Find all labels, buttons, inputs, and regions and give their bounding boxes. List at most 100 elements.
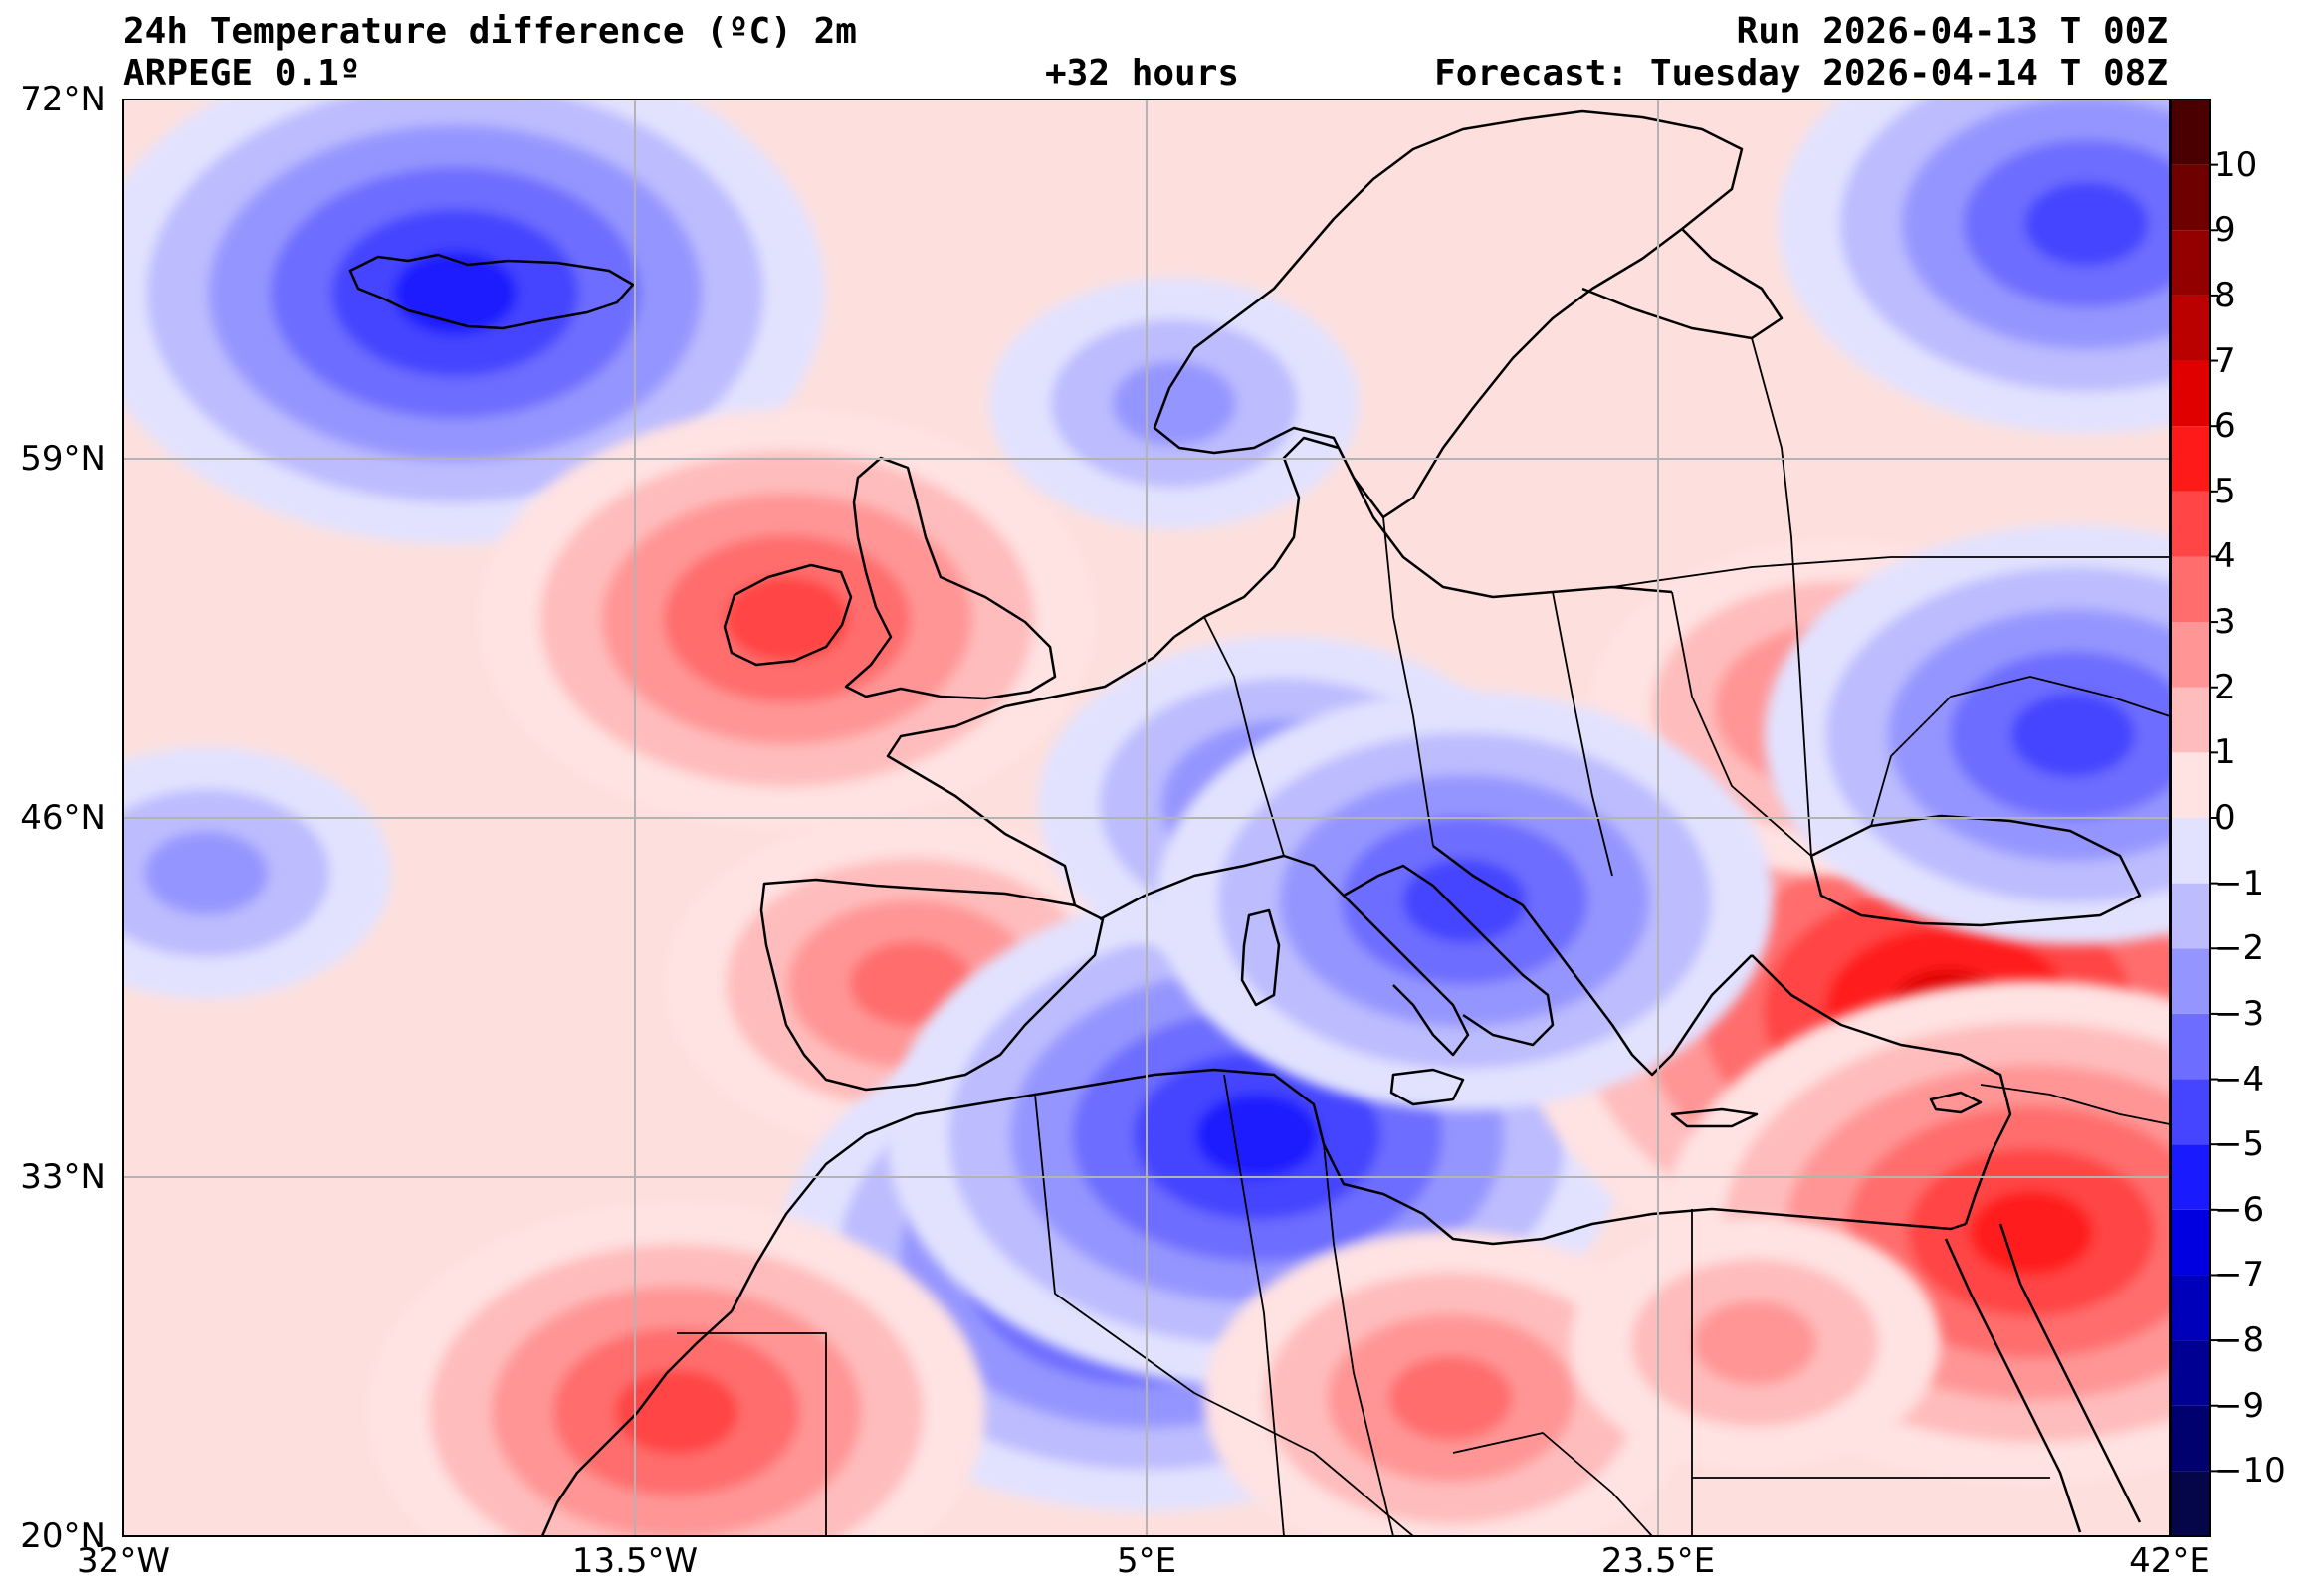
colorbar-swatch — [2171, 556, 2210, 623]
black-sea-coast — [1809, 814, 2142, 927]
anomaly-contour — [2010, 693, 2135, 777]
colorbar-tick-label: 4 — [2214, 536, 2236, 577]
colorbar-tick-label: 3 — [2214, 602, 2236, 643]
lon-tick-label: 23.5°E — [1600, 1541, 1716, 1581]
colorbar-swatch — [2171, 230, 2210, 296]
border-8 — [1323, 1143, 1394, 1536]
colorbar-tick-label: −1 — [2214, 863, 2265, 903]
colorbar-swatch — [2171, 622, 2210, 688]
colorbar-swatch — [2171, 687, 2210, 753]
anomaly-region — [1570, 1217, 1941, 1470]
colorbar-swatch — [2171, 1079, 2210, 1145]
lat-tick-label: 33°N — [20, 1157, 105, 1197]
border-5 — [1611, 556, 2170, 588]
red-sea-coast-east — [1998, 1223, 2142, 1523]
colorbar-swatch — [2171, 295, 2210, 361]
sicily-coast — [1389, 1068, 1465, 1106]
colorbar-swatch — [2171, 1340, 2210, 1406]
sardinia-coast — [1240, 908, 1281, 1007]
colorbar-swatch — [2171, 1275, 2210, 1341]
turkey-levant-coast — [1751, 954, 2012, 1225]
colorbar-swatch — [2171, 948, 2210, 1014]
anomaly-region — [478, 409, 1096, 829]
colorbar-tick-label: −3 — [2214, 993, 2265, 1034]
lat-tick-label: 72°N — [20, 80, 105, 119]
west-africa-coast — [540, 1310, 733, 1536]
lon-tick-label: 13.5°W — [571, 1541, 699, 1581]
colorbar-tick-label: 9 — [2214, 210, 2236, 251]
colorbar-tick-label: −9 — [2214, 1385, 2265, 1426]
anomaly-contour — [1402, 859, 1527, 943]
borders — [677, 337, 2170, 1536]
scandinavia-coast — [1153, 109, 1744, 519]
lat-tick-label: 46°N — [20, 798, 105, 838]
colorbar-tick-label: 5 — [2214, 471, 2236, 511]
anomaly-contour — [1970, 1190, 2094, 1275]
anomaly-region — [1778, 100, 2170, 434]
colorbar-swatch — [2171, 1405, 2210, 1472]
border-7 — [1223, 1074, 1285, 1536]
france-coast — [886, 636, 1175, 906]
colorbar-tick-label: −8 — [2214, 1320, 2265, 1361]
border-1 — [1203, 616, 1285, 857]
border-2 — [1382, 516, 1434, 847]
colorbar-tick-label: 10 — [2214, 144, 2258, 185]
colorbar-swatch — [2171, 752, 2210, 818]
border-3 — [1552, 591, 1613, 877]
map-plot-area — [123, 100, 2170, 1536]
lon-tick-label: 32°W — [77, 1541, 170, 1581]
anomaly-region — [123, 100, 826, 545]
north-africa-coast — [730, 1068, 1967, 1312]
anomaly-contour — [725, 576, 849, 662]
run-time: Run 2026-04-13 T 00Z — [1736, 11, 2168, 52]
border-4 — [1671, 591, 1812, 857]
anomaly-contour — [1388, 1355, 1513, 1441]
colorbar-swatch — [2171, 1209, 2210, 1276]
border-14 — [1870, 676, 2170, 827]
colorbar-swatch — [2171, 818, 2210, 884]
border-13 — [1452, 1432, 1653, 1536]
colorbar-swatch — [2171, 426, 2210, 492]
anomaly-contour — [614, 1369, 738, 1455]
colorbar-tick-label: −6 — [2214, 1189, 2265, 1230]
britain-coast — [844, 456, 1057, 700]
ireland-coast — [723, 563, 853, 667]
colorbar-swatch — [2171, 164, 2210, 231]
lon-tick-label: 5°E — [1116, 1541, 1177, 1581]
anomaly-contour — [144, 831, 269, 915]
chart-title: 24h Temperature difference (ºC) 2m — [123, 11, 857, 52]
anomaly-contour — [1112, 361, 1236, 446]
colorbar-swatch — [2171, 1471, 2210, 1536]
colorbar-frame — [2170, 99, 2211, 1537]
lon-tick-label: 42°E — [2129, 1541, 2210, 1581]
anomaly-region — [123, 747, 392, 999]
colorbar-swatch — [2171, 1013, 2210, 1080]
coastlines — [348, 109, 2170, 1536]
border-11 — [677, 1332, 827, 1536]
lat-tick-label: 59°N — [20, 439, 105, 479]
anomaly-region — [367, 1202, 985, 1536]
colorbar-tick-label: −10 — [2214, 1451, 2286, 1492]
colorbar-swatch — [2171, 360, 2210, 427]
border-15 — [1980, 1084, 2170, 1125]
model-name: ARPEGE 0.1º — [123, 53, 361, 94]
colorbar-swatches — [2171, 100, 2210, 1536]
colorbar-tick-label: 6 — [2214, 406, 2236, 447]
colorbar-tick-label: 1 — [2214, 732, 2236, 773]
anomaly-region — [988, 277, 1360, 529]
colorbar-swatch — [2171, 100, 2210, 165]
colorbar-swatch — [2171, 883, 2210, 949]
med-north-coast — [1099, 854, 1470, 1057]
anomaly-contour — [1693, 1300, 1817, 1385]
colorbar-tick-label: 7 — [2214, 340, 2236, 381]
colorbar-tick-label: 0 — [2214, 798, 2236, 838]
colorbar-tick-label: −4 — [2214, 1059, 2265, 1099]
colorbar-tick-label: 8 — [2214, 275, 2236, 315]
anomaly-contour — [2024, 181, 2149, 267]
lat-tick-label: 20°N — [20, 1516, 105, 1556]
italy-coast — [1343, 864, 1555, 1047]
balkans-coast — [1432, 845, 1753, 1077]
lead-time: +32 hours — [1045, 53, 1240, 94]
